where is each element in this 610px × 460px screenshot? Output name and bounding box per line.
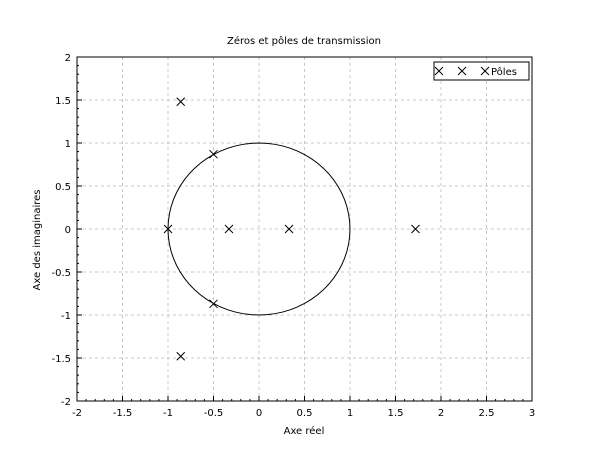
y-tick-label: -2 [61, 397, 71, 408]
pole-marker [209, 149, 218, 159]
marker-stroke [176, 351, 186, 361]
pole-marker [176, 351, 186, 361]
x-tick-label: -1 [163, 408, 173, 419]
marker-stroke [209, 299, 218, 309]
pole-marker [224, 224, 234, 234]
x-tick-label: -0.5 [204, 408, 224, 419]
y-tick-label: 0 [65, 225, 71, 236]
y-tick-label: -0.5 [51, 268, 71, 279]
x-tick-label: -1.5 [113, 408, 133, 419]
legend-label: Pôles [491, 66, 517, 78]
marker-stroke [411, 224, 420, 234]
x-tick-label: 0.5 [297, 408, 313, 419]
x-tick-label: 0 [256, 408, 262, 419]
x-tick-label: 1 [347, 408, 353, 419]
pole-marker [163, 224, 173, 234]
pole-marker [284, 224, 294, 234]
x-tick-label: 2 [438, 408, 444, 419]
marker-stroke [176, 97, 186, 107]
x-tick-label: 2.5 [479, 408, 495, 419]
axis-ticks: -2 -1.5 -1 -0.5 0 0.5 1 1.5 2 2.5 3 -2 -1.5 -1 -0.5 0 0.… [51, 53, 535, 419]
legend-marker [457, 66, 467, 76]
x-tick-label: 3 [529, 408, 535, 419]
legend-marker [434, 66, 444, 76]
y-tick-label: 0.5 [55, 182, 71, 193]
marker-stroke [434, 66, 444, 76]
legend-marker [480, 66, 490, 76]
legend: Pôles [433, 61, 530, 81]
grid [77, 57, 532, 401]
x-tick-label: -2 [72, 408, 82, 419]
y-axis-label: Axe des imaginaires [32, 190, 43, 291]
y-tick-label: 1.5 [55, 96, 71, 107]
y-tick-label: -1 [61, 311, 71, 322]
marker-stroke [480, 66, 490, 76]
x-tick-label: 1.5 [388, 408, 404, 419]
y-tick-label: 2 [65, 53, 71, 64]
y-tick-label: 1 [65, 139, 71, 150]
pole-marker [176, 97, 186, 107]
y-tick-label: -1.5 [51, 354, 71, 365]
marker-stroke [457, 66, 467, 76]
legend-box [433, 61, 530, 81]
marker-stroke [209, 149, 218, 159]
pole-marker [209, 299, 218, 309]
chart-title: Zéros et pôles de transmission [227, 35, 381, 47]
legend-markers [434, 66, 490, 76]
pole-markers [163, 97, 420, 361]
marker-stroke [284, 224, 294, 234]
x-axis-label: Axe réel [284, 425, 325, 437]
marker-stroke [224, 224, 234, 234]
marker-stroke [163, 224, 173, 234]
pole-marker [411, 224, 420, 234]
